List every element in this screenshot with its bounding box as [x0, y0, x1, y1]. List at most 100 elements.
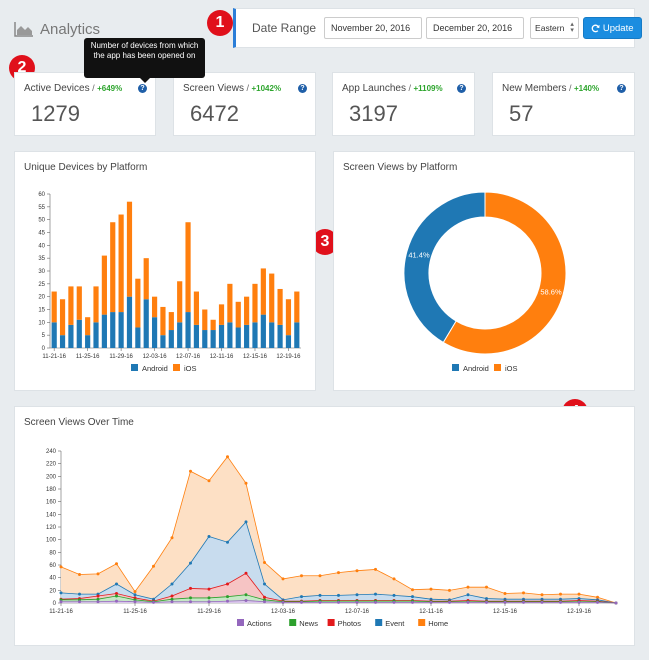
- refresh-icon: [591, 24, 600, 32]
- point-news: [226, 595, 229, 599]
- point-actions: [614, 601, 618, 605]
- point-home: [96, 572, 100, 576]
- bar-ios: [185, 222, 191, 313]
- bar-ios: [168, 312, 174, 331]
- point-home: [263, 560, 266, 564]
- legend-swatch-ios: [494, 364, 501, 371]
- point-actions: [355, 600, 359, 604]
- timezone-value: Eastern: [535, 23, 565, 33]
- bar-android: [277, 324, 283, 348]
- point-actions: [59, 600, 63, 604]
- y-tick-label: 220: [46, 462, 57, 468]
- bar-ios: [235, 301, 241, 328]
- bar-ios: [151, 296, 158, 318]
- end-date-input[interactable]: [426, 17, 525, 39]
- y-tick-label: 40: [49, 576, 56, 582]
- stat-title-text: App Launches: [342, 83, 406, 94]
- legend-swatch-photos: [327, 619, 335, 626]
- point-event: [355, 593, 359, 597]
- point-actions: [115, 599, 118, 603]
- bar-ios: [68, 286, 74, 325]
- point-photos: [170, 594, 174, 598]
- point-home: [522, 591, 525, 595]
- point-home: [596, 595, 599, 599]
- y-tick-label: 25: [38, 282, 45, 288]
- y-tick-label: 140: [46, 512, 57, 518]
- stat-title: Active Devices / +649%: [24, 83, 123, 94]
- y-tick-label: 20: [38, 295, 45, 301]
- y-tick-label: 50: [38, 218, 45, 224]
- legend-swatch-ios: [173, 364, 180, 371]
- y-tick-label: 5: [42, 333, 46, 339]
- legend-label-event: Event: [385, 619, 405, 628]
- x-tick-label: 12-15-16: [243, 354, 268, 360]
- point-home: [281, 577, 285, 581]
- point-home: [300, 574, 303, 578]
- bar-android: [185, 312, 191, 348]
- point-home: [355, 569, 359, 573]
- legend-label-news: News: [299, 619, 318, 628]
- point-actions: [540, 600, 544, 604]
- help-icon[interactable]: ?: [138, 84, 147, 93]
- y-tick-label: 45: [38, 231, 45, 237]
- bar-android: [294, 322, 300, 348]
- bar-android: [68, 324, 74, 348]
- y-tick-label: 200: [46, 474, 57, 480]
- legend-label-android: Android: [463, 364, 489, 373]
- point-actions: [263, 600, 266, 604]
- x-tick-label: 12-07-16: [176, 354, 201, 360]
- x-tick-label: 11-25-16: [123, 609, 147, 615]
- brand-title: Analytics: [40, 20, 101, 38]
- bar-android: [235, 327, 241, 348]
- date-range-label: Date Range: [252, 21, 317, 35]
- point-actions: [429, 600, 433, 604]
- bar-android: [59, 335, 66, 348]
- point-event: [170, 582, 174, 586]
- y-tick-label: 55: [38, 205, 45, 211]
- bar-ios: [59, 299, 66, 336]
- point-actions: [300, 600, 303, 604]
- legend-label-actions: Actions: [247, 619, 272, 628]
- bar-android: [93, 322, 99, 348]
- point-photos: [263, 595, 266, 599]
- y-tick-label: 120: [46, 525, 57, 531]
- update-button[interactable]: Update: [582, 17, 642, 39]
- y-tick-label: 30: [38, 269, 45, 275]
- bar-android: [244, 324, 250, 348]
- bar-android: [285, 335, 292, 348]
- point-actions: [485, 600, 488, 604]
- help-icon[interactable]: ?: [617, 84, 626, 93]
- bar-ios: [260, 268, 266, 315]
- legend-label-ios: iOS: [184, 364, 197, 373]
- unique-devices-card: Unique Devices by Platform 0 5 10 15 20 25 30 3…: [14, 151, 316, 391]
- help-icon[interactable]: ?: [298, 84, 307, 93]
- point-news: [115, 594, 118, 598]
- point-event: [374, 592, 377, 596]
- point-actions: [78, 600, 81, 604]
- y-tick-label: 180: [46, 487, 57, 493]
- x-tick-label: 11-29-16: [109, 354, 133, 360]
- stat-delta: +649%: [97, 84, 123, 93]
- bar-android: [227, 322, 233, 348]
- bar-ios: [101, 255, 107, 315]
- timezone-select[interactable]: Eastern ▴ ▾: [530, 17, 579, 39]
- point-home: [189, 469, 192, 473]
- legend-swatch-home: [418, 619, 426, 626]
- legend-swatch-actions: [237, 619, 244, 626]
- legend-swatch-news: [289, 619, 297, 626]
- point-actions: [503, 600, 507, 604]
- y-tick-label: 35: [38, 256, 45, 262]
- help-icon[interactable]: ?: [457, 84, 466, 93]
- bar-ios: [160, 306, 166, 336]
- bar-android: [218, 324, 225, 348]
- y-tick-label: 40: [38, 243, 45, 249]
- point-event: [226, 540, 229, 544]
- bar-android: [177, 322, 183, 348]
- start-date-input[interactable]: [324, 17, 423, 39]
- stat-delta: +140%: [573, 84, 600, 93]
- bar-android: [210, 330, 216, 348]
- update-button-label: Update: [602, 22, 634, 34]
- unique-devices-title: Unique Devices by Platform: [24, 162, 148, 173]
- screen-platform-chart: 41.4% 58.6% Android iOS: [403, 191, 567, 373]
- point-news: [244, 593, 248, 597]
